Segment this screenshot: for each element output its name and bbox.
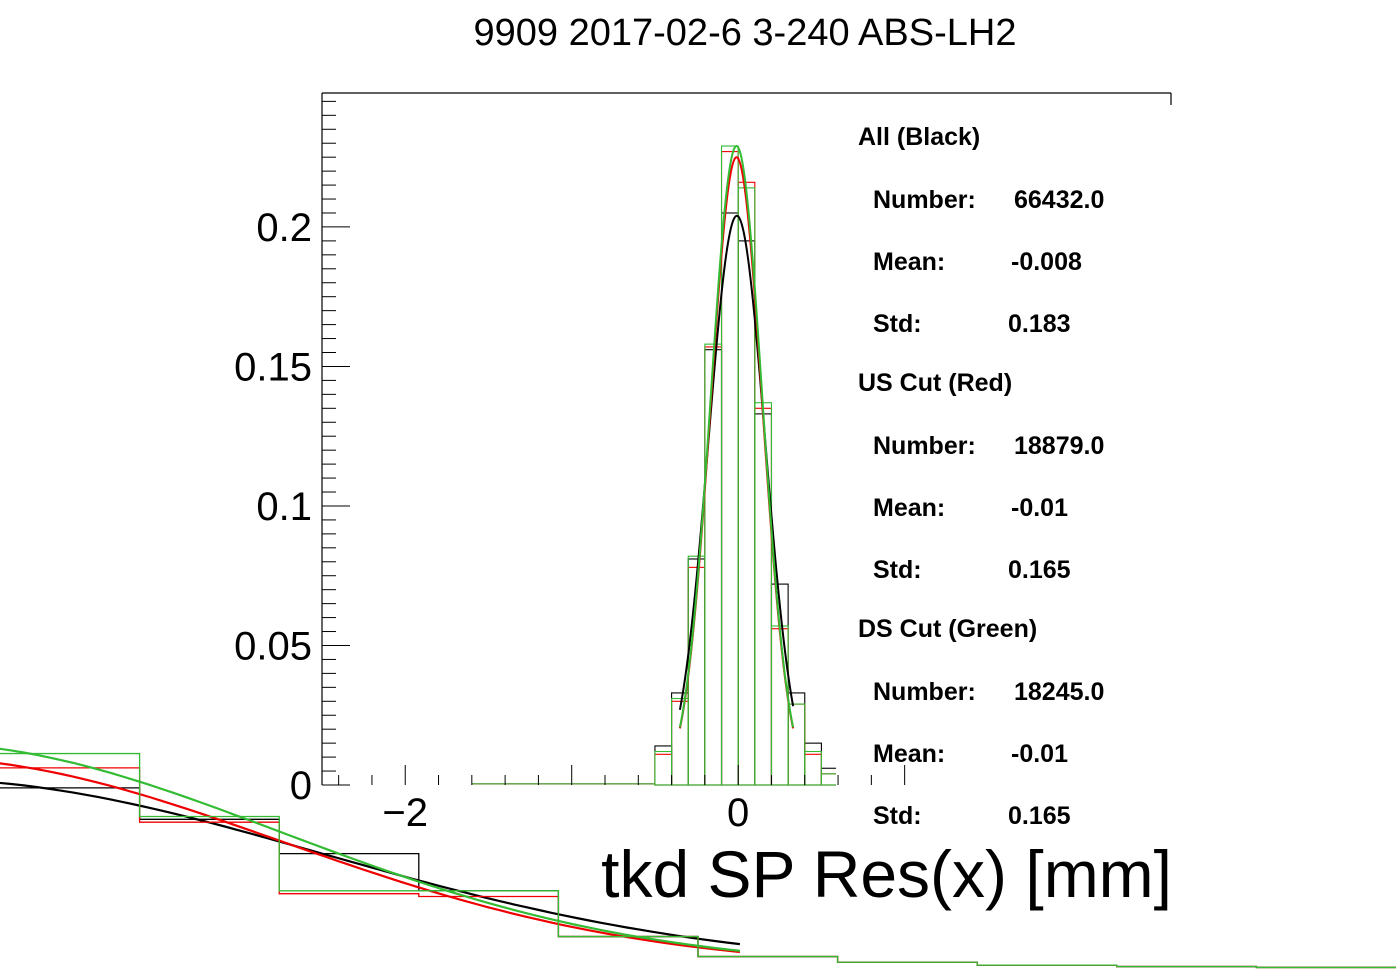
fit-curve (678, 156, 795, 729)
histogram-bar (671, 700, 689, 786)
stats-value: 0.183 (1008, 310, 1071, 338)
stats-label: Std: (873, 310, 922, 338)
histogram-bar (737, 240, 756, 786)
stats-value: -0.008 (1011, 248, 1082, 276)
y-tick-label: 0.15 (234, 345, 312, 389)
stats-label: Number: (873, 186, 976, 214)
stats-background (836, 100, 1170, 840)
stats-label: Mean: (873, 740, 945, 768)
histogram-bar (754, 407, 773, 786)
stats-box: All (Black) Number: 66432.0 Mean: -0.008 Std:… (858, 123, 1104, 830)
histogram-bar (654, 753, 673, 786)
stats-heading: DS Cut (Green) (858, 615, 1037, 643)
histogram-bar (720, 151, 739, 786)
histogram-bar (787, 703, 806, 786)
stats-background-rect (836, 100, 1170, 840)
stats-label: Mean: (873, 494, 945, 522)
histogram-bar (671, 697, 689, 786)
histogram-bar (654, 750, 673, 786)
stats-label: Number: (873, 678, 976, 706)
stats-label: Mean: (873, 248, 945, 276)
axes-layer: 0 0.05 0.1 0.15 0.2 −2 0 (234, 100, 906, 835)
stats-heading: All (Black) (858, 123, 980, 151)
histogram-bar (704, 343, 723, 786)
histogram-bar (754, 402, 773, 786)
stats-value: 0.165 (1008, 556, 1071, 584)
histogram-bar (804, 750, 822, 786)
stats-heading: US Cut (Red) (858, 369, 1012, 397)
x-axis-title: tkd SP Res(x) [mm] (601, 837, 1172, 911)
inset-histogram-2 (0, 752, 1396, 969)
chart-title: 9909 2017-02-6 3-240 ABS-LH2 (474, 12, 1017, 54)
plot-frame (321, 92, 1172, 785)
stats-value: -0.01 (1011, 740, 1068, 768)
fit-curve-layer (678, 144, 795, 729)
zoom-inset-layer (0, 747, 1396, 969)
histogram-bar (787, 692, 806, 786)
histogram-bar (820, 773, 839, 786)
x-tick-label: 0 (727, 791, 749, 835)
histogram-bar (720, 145, 739, 786)
y-tick-label: 0.1 (256, 485, 312, 529)
y-tick-label: 0.05 (234, 624, 312, 668)
stats-label: Std: (873, 556, 922, 584)
inset-fit-curve-2 (0, 747, 741, 952)
stats-value: 66432.0 (1014, 186, 1104, 214)
fit-curve (678, 144, 795, 728)
histogram-bar (754, 413, 773, 786)
inset-fit-curve-1 (0, 762, 741, 954)
stats-value: 18879.0 (1014, 432, 1104, 460)
y-tick-label: 0.2 (256, 206, 312, 250)
histogram-bar (804, 753, 822, 786)
stats-value: 18245.0 (1014, 678, 1104, 706)
fit-curve (678, 214, 795, 710)
stats-value: -0.01 (1011, 494, 1068, 522)
y-tick-label: 0 (290, 764, 312, 808)
stats-label: Number: (873, 432, 976, 460)
histogram-bar (820, 773, 839, 786)
histogram-bar (804, 742, 822, 786)
inset-fit-curve-0 (0, 781, 741, 946)
x-tick-label: −2 (382, 791, 428, 835)
stats-value: 0.165 (1008, 802, 1071, 830)
histogram-bar (720, 212, 739, 786)
stats-label: Std: (873, 802, 922, 830)
histogram-layer (471, 145, 889, 786)
histogram-bar (737, 187, 756, 786)
histogram-bar (820, 767, 839, 786)
histogram-bar (704, 349, 723, 786)
histogram-bar (704, 346, 723, 786)
